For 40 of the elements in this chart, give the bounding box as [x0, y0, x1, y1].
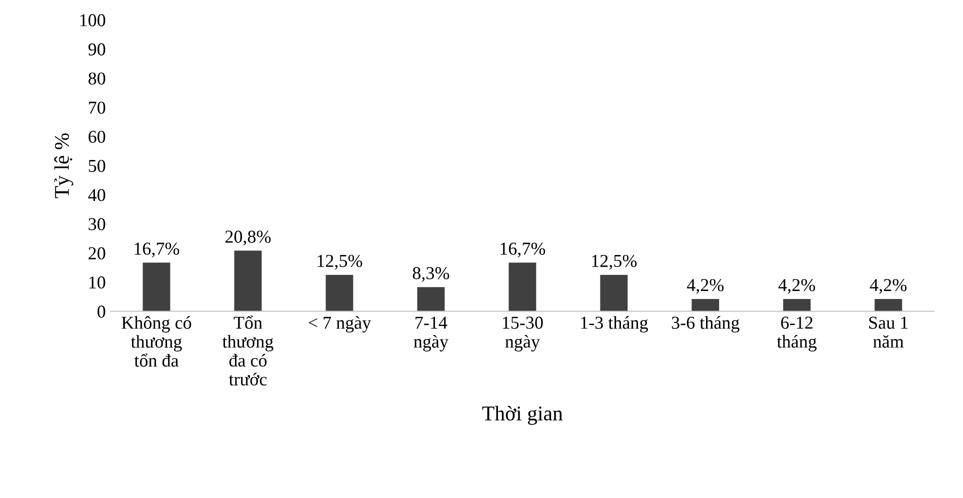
bar: [234, 250, 262, 312]
x-tick-label: Sau 1 năm: [869, 316, 908, 348]
bar: [142, 262, 170, 312]
data-label: 12,5%: [592, 254, 637, 270]
x-tick-label: 15-30 ngày: [502, 316, 543, 352]
y-tick-label: 100: [80, 14, 106, 26]
x-tick-label: < 7 ngày: [308, 316, 372, 333]
data-label: 4,2%: [686, 278, 724, 294]
y-tick-label: 60: [88, 130, 106, 143]
y-axis-title: Tỷ lệ %: [54, 133, 74, 198]
y-tick-label: 90: [88, 43, 106, 56]
bar: [600, 274, 628, 312]
bar: [783, 299, 811, 312]
bar: [326, 274, 354, 312]
bar: [874, 299, 902, 312]
y-tick-label: 40: [88, 188, 106, 202]
x-tick-label: Tổn thương đa có trước: [222, 316, 274, 386]
data-label: 4,2%: [778, 278, 816, 294]
y-tick-label: 20: [88, 247, 106, 260]
bar: [692, 299, 720, 312]
y-tick-label: 10: [89, 276, 106, 289]
data-label: 20,8%: [225, 230, 271, 246]
bar: [417, 287, 445, 312]
data-label: 16,7%: [134, 242, 180, 258]
x-tick-label: 6-12 tháng: [777, 316, 817, 352]
y-tick-label: 50: [88, 160, 106, 172]
y-tick-label: 70: [89, 102, 106, 114]
data-label: 16,7%: [500, 242, 546, 258]
x-axis-title: Thời gian: [482, 406, 563, 425]
y-tick-label: 30: [88, 218, 106, 230]
bar: [508, 262, 536, 312]
y-tick-label: 80: [88, 72, 106, 85]
x-tick-label: 7-14 ngày: [414, 316, 448, 352]
data-label: 8,3%: [412, 267, 450, 282]
x-tick-label: Không có thương tổn đa: [122, 316, 192, 367]
x-tick-label: 1-3 tháng: [581, 316, 648, 333]
data-label: 12,5%: [318, 254, 362, 270]
data-label: 4,2%: [870, 278, 907, 294]
y-tick-label: 0: [98, 306, 106, 318]
x-tick-label: 3-6 tháng: [672, 316, 740, 333]
